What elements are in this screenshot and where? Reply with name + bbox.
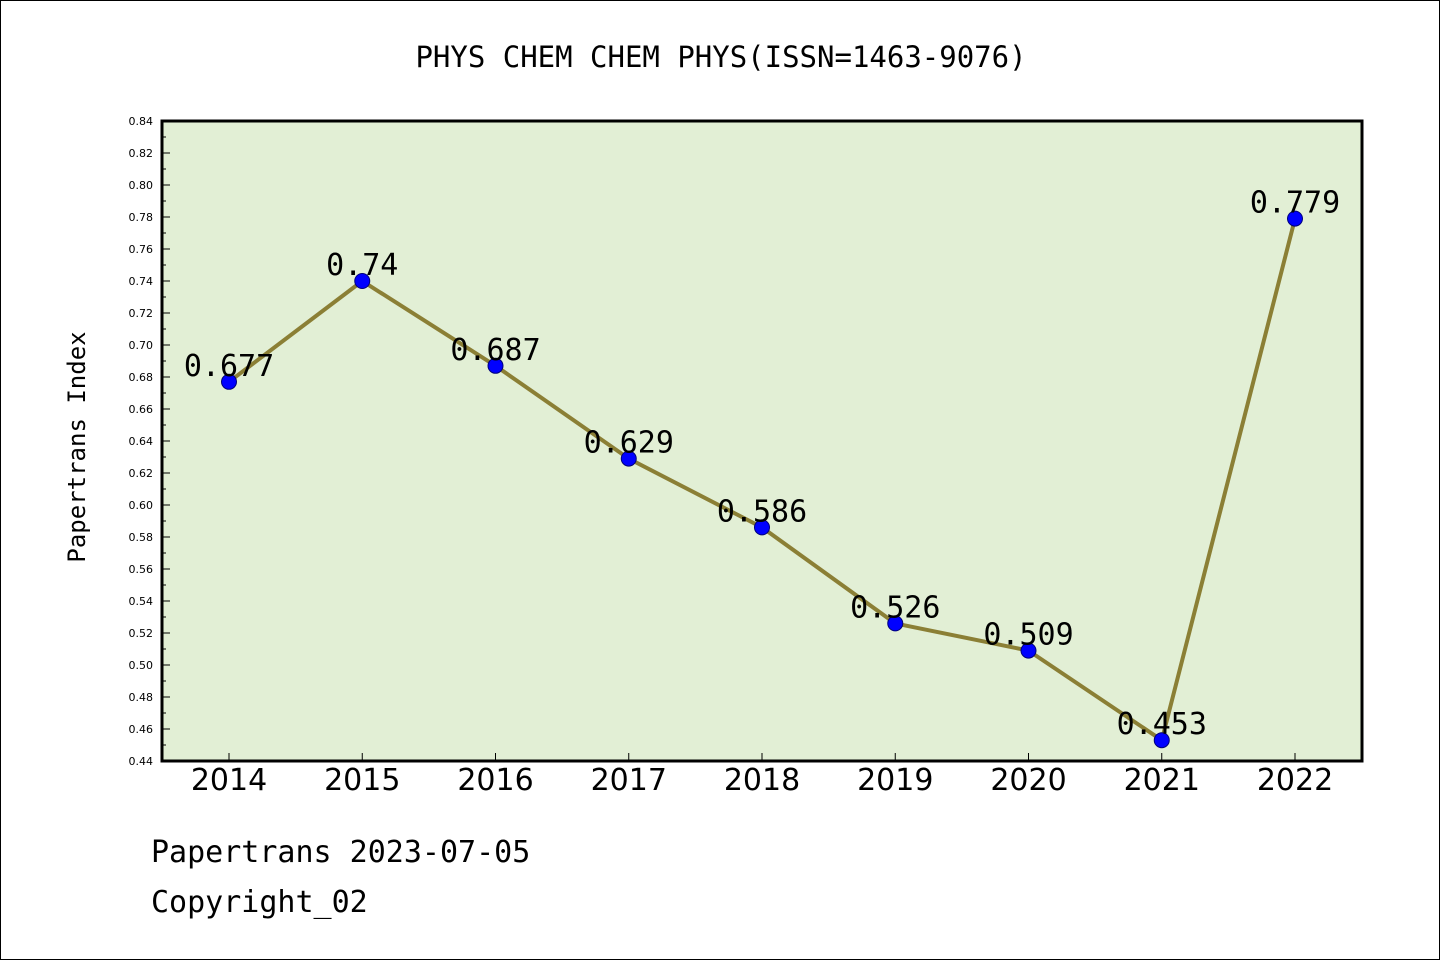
x-tick-label: 2015: [324, 763, 400, 798]
data-value-label: 0.509: [983, 618, 1073, 653]
footer-date-text: Papertrans 2023-07-05: [151, 835, 531, 870]
data-value-label: 0.687: [450, 333, 540, 368]
data-value-label: 0.779: [1250, 186, 1340, 221]
x-tick-label: 2018: [724, 763, 800, 798]
x-tick-label: 2020: [990, 763, 1066, 798]
data-value-label: 0.629: [584, 426, 674, 461]
plot-area: [160, 119, 1364, 763]
data-point-marker: [620, 450, 637, 467]
y-tick-label: 0.76: [129, 243, 154, 256]
y-tick-label: 0.78: [129, 211, 154, 224]
x-tick-label: 2021: [1124, 763, 1200, 798]
data-value-label: 0.526: [850, 590, 940, 625]
y-tick-label: 0.60: [129, 499, 154, 512]
y-tick-label: 0.52: [129, 627, 154, 640]
y-axis-ticks: 0.44 0.46 0.48 0.50 0.52 0.54 0.56 0.58 0.60 0.62…: [129, 115, 170, 768]
y-tick-label: 0.74: [129, 275, 154, 288]
y-tick-label: 0.50: [129, 659, 154, 672]
y-tick-label: 0.48: [129, 691, 154, 704]
x-axis-ticks: 2014 2015 2016 2017 2018 2019 2020 2021 2022: [191, 753, 1333, 798]
y-tick-label: 0.82: [129, 147, 154, 160]
y-tick-label: 0.44: [129, 755, 154, 768]
x-tick-label: 2014: [191, 763, 267, 798]
footer-copyright-text: Copyright_02: [151, 885, 368, 920]
data-point-marker: [1020, 642, 1037, 659]
data-markers: [221, 210, 1303, 749]
y-tick-label: 0.64: [129, 435, 154, 448]
data-point-marker: [354, 273, 371, 289]
data-labels: 0.677 0.74 0.687 0.629 0.586 0.526 0.509 0.453 0…: [184, 186, 1340, 743]
y-tick-label: 0.54: [129, 595, 154, 608]
y-axis-label: Papertrans Index: [63, 331, 91, 562]
y-tick-label: 0.72: [129, 307, 154, 320]
y-tick-label: 0.46: [129, 723, 154, 736]
data-value-label: 0.74: [326, 248, 398, 283]
x-tick-label: 2019: [857, 763, 933, 798]
x-tick-label: 2016: [457, 763, 533, 798]
y-tick-label: 0.80: [129, 179, 154, 192]
x-tick-label: 2017: [591, 763, 667, 798]
data-value-label: 0.586: [717, 494, 807, 529]
y-tick-label: 0.68: [129, 371, 154, 384]
y-tick-label: 0.58: [129, 531, 154, 544]
data-point-marker: [754, 519, 770, 536]
data-point-marker: [1153, 732, 1170, 749]
y-tick-label: 0.70: [129, 339, 154, 352]
y-tick-label: 0.56: [129, 563, 154, 576]
data-point-marker: [887, 615, 904, 632]
chart-title: PHYS CHEM CHEM PHYS(ISSN=1463-9076): [415, 40, 1026, 74]
x-tick-label: 2022: [1257, 763, 1333, 798]
data-point-marker: [487, 357, 504, 374]
data-point-marker: [1287, 210, 1303, 227]
y-tick-label: 0.66: [129, 403, 154, 416]
data-value-label: 0.453: [1117, 707, 1207, 742]
y-tick-label: 0.84: [129, 115, 154, 128]
data-value-label: 0.677: [184, 349, 274, 384]
data-point-marker: [221, 373, 237, 390]
y-tick-label: 0.62: [129, 467, 154, 480]
